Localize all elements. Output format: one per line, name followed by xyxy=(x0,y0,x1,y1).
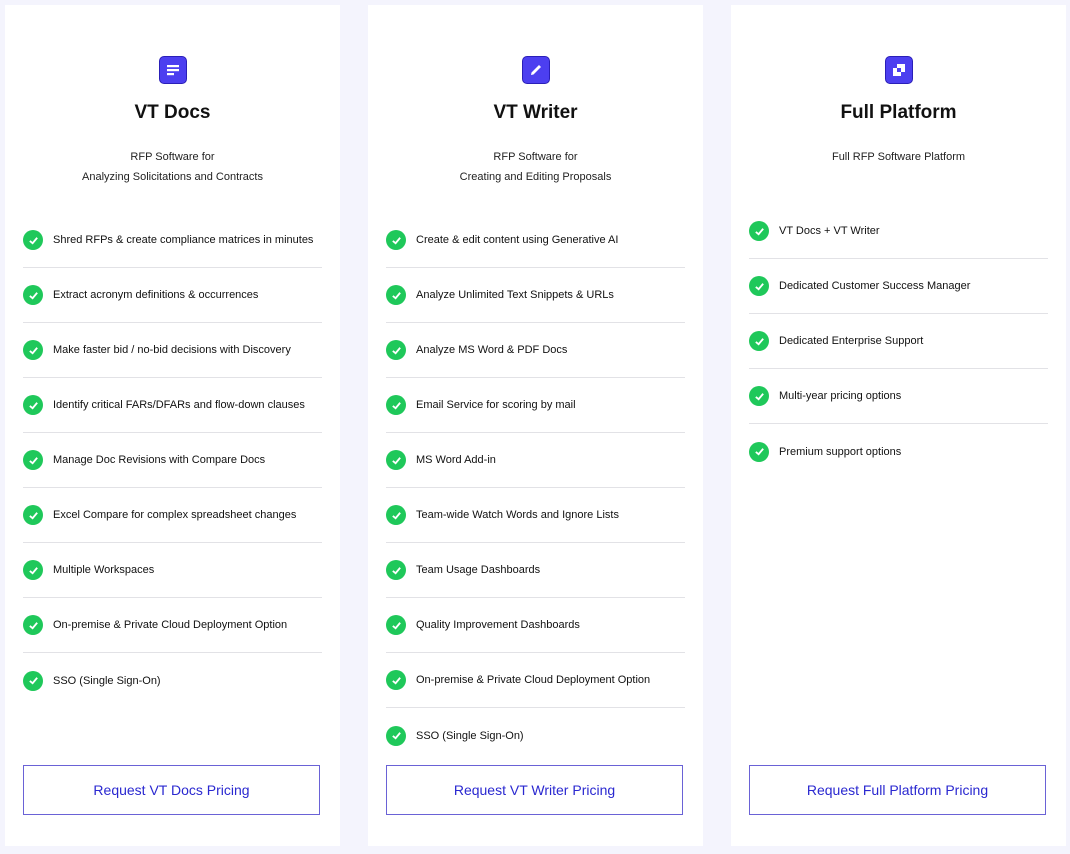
feature-label: Dedicated Enterprise Support xyxy=(779,335,924,347)
request-pricing-button[interactable]: Request VT Writer Pricing xyxy=(386,765,683,815)
feature-item: MS Word Add-in xyxy=(386,433,685,488)
check-circle-icon xyxy=(386,285,406,305)
feature-list: Shred RFPs & create compliance matrices … xyxy=(23,213,322,708)
check-circle-icon xyxy=(386,505,406,525)
feature-label: VT Docs + VT Writer xyxy=(779,225,880,237)
feature-label: MS Word Add-in xyxy=(416,454,496,466)
feature-item: Manage Doc Revisions with Compare Docs xyxy=(23,433,322,488)
request-pricing-button[interactable]: Request Full Platform Pricing xyxy=(749,765,1046,815)
subtitle-line: RFP Software for xyxy=(493,151,578,163)
subtitle-line: Analyzing Solicitations and Contracts xyxy=(82,171,263,183)
feature-label: Team Usage Dashboards xyxy=(416,564,541,576)
feature-item: On-premise & Private Cloud Deployment Op… xyxy=(386,653,685,708)
subtitle-line: Creating and Editing Proposals xyxy=(459,171,612,183)
feature-label: SSO (Single Sign-On) xyxy=(53,674,161,687)
feature-item: Dedicated Customer Success Manager xyxy=(749,259,1048,314)
feature-label: On-premise & Private Cloud Deployment Op… xyxy=(53,619,288,631)
feature-item: Multiple Workspaces xyxy=(23,543,322,598)
check-circle-icon xyxy=(386,450,406,470)
feature-label: Multi-year pricing options xyxy=(779,390,902,402)
feature-label: Analyze MS Word & PDF Docs xyxy=(416,344,568,356)
feature-item: Email Service for scoring by mail xyxy=(386,378,685,433)
check-circle-icon xyxy=(386,230,406,250)
card-subtitle: RFP Software for Analyzing Solicitations … xyxy=(5,147,340,187)
check-circle-icon xyxy=(386,670,406,690)
feature-item: Identify critical FARs/DFARs and flow-do… xyxy=(23,378,322,433)
feature-list: Create & edit content using Generative A… xyxy=(386,213,685,763)
check-circle-icon xyxy=(23,230,43,250)
check-circle-icon xyxy=(23,670,43,691)
pricing-card-3: Full Platform Full RFP Software Platform… xyxy=(731,5,1066,846)
pricing-card-2: VT Writer RFP Software for Creating and E… xyxy=(368,5,703,846)
check-circle-icon xyxy=(749,386,769,406)
check-circle-icon xyxy=(749,331,769,351)
feature-item: Multi-year pricing options xyxy=(749,369,1048,424)
check-circle-icon xyxy=(386,560,406,580)
feature-label: Dedicated Customer Success Manager xyxy=(779,280,971,292)
document-lines-icon xyxy=(158,56,187,84)
feature-label: Premium support options xyxy=(779,445,902,458)
feature-label: Team-wide Watch Words and Ignore Lists xyxy=(416,509,619,521)
feature-item: Quality Improvement Dashboards xyxy=(386,598,685,653)
subtitle-line: Full RFP Software Platform xyxy=(831,151,966,163)
check-circle-icon xyxy=(386,340,406,360)
feature-label: Analyze Unlimited Text Snippets & URLs xyxy=(416,289,614,301)
card-subtitle: Full RFP Software Platform xyxy=(731,147,1066,167)
feature-item: SSO (Single Sign-On) xyxy=(23,653,322,708)
feature-item: Extract acronym definitions & occurrence… xyxy=(23,268,322,323)
check-circle-icon xyxy=(386,615,406,635)
feature-item: Team-wide Watch Words and Ignore Lists xyxy=(386,488,685,543)
check-circle-icon xyxy=(23,395,43,415)
feature-label: On-premise & Private Cloud Deployment Op… xyxy=(416,674,651,686)
feature-label: Multiple Workspaces xyxy=(53,564,155,576)
check-circle-icon xyxy=(23,505,43,525)
check-circle-icon xyxy=(23,560,43,580)
feature-label: Create & edit content using Generative A… xyxy=(416,234,619,246)
feature-list: VT Docs + VT Writer Dedicated Customer Su… xyxy=(749,204,1048,479)
check-circle-icon xyxy=(23,285,43,305)
feature-item: Analyze MS Word & PDF Docs xyxy=(386,323,685,378)
feature-item: Team Usage Dashboards xyxy=(386,543,685,598)
feature-label: SSO (Single Sign-On) xyxy=(416,729,524,742)
feature-label: Quality Improvement Dashboards xyxy=(416,619,580,631)
feature-item: Premium support options xyxy=(749,424,1048,479)
feature-item: SSO (Single Sign-On) xyxy=(386,708,685,763)
check-circle-icon xyxy=(749,276,769,296)
check-circle-icon xyxy=(23,450,43,470)
feature-label: Excel Compare for complex spreadsheet ch… xyxy=(53,509,297,521)
request-pricing-button[interactable]: Request VT Docs Pricing xyxy=(23,765,320,815)
platform-blocks-icon xyxy=(884,56,913,84)
feature-label: Email Service for scoring by mail xyxy=(416,399,576,411)
check-circle-icon xyxy=(386,725,406,746)
check-circle-icon xyxy=(23,340,43,360)
check-circle-icon xyxy=(749,221,769,241)
subtitle-line: RFP Software for xyxy=(130,151,215,163)
feature-item: Create & edit content using Generative A… xyxy=(386,213,685,268)
check-circle-icon xyxy=(386,395,406,415)
card-title: VT Writer xyxy=(493,102,578,123)
feature-label: Extract acronym definitions & occurrence… xyxy=(53,289,259,301)
feature-item: On-premise & Private Cloud Deployment Op… xyxy=(23,598,322,653)
feature-item: Analyze Unlimited Text Snippets & URLs xyxy=(386,268,685,323)
feature-item: Excel Compare for complex spreadsheet ch… xyxy=(23,488,322,543)
feature-item: Make faster bid / no-bid decisions with … xyxy=(23,323,322,378)
check-circle-icon xyxy=(23,615,43,635)
pencil-icon xyxy=(521,56,550,84)
card-title: Full Platform xyxy=(840,102,957,123)
feature-item: VT Docs + VT Writer xyxy=(749,204,1048,259)
feature-label: Shred RFPs & create compliance matrices … xyxy=(53,234,314,246)
feature-item: Dedicated Enterprise Support xyxy=(749,314,1048,369)
check-circle-icon xyxy=(749,441,769,462)
card-subtitle: RFP Software for Creating and Editing Pro… xyxy=(368,147,703,187)
feature-label: Manage Doc Revisions with Compare Docs xyxy=(53,454,266,466)
card-title: VT Docs xyxy=(134,102,211,123)
feature-label: Make faster bid / no-bid decisions with … xyxy=(53,344,291,356)
feature-item: Shred RFPs & create compliance matrices … xyxy=(23,213,322,268)
pricing-card-1: VT Docs RFP Software for Analyzing Solici… xyxy=(5,5,340,846)
feature-label: Identify critical FARs/DFARs and flow-do… xyxy=(53,399,305,411)
